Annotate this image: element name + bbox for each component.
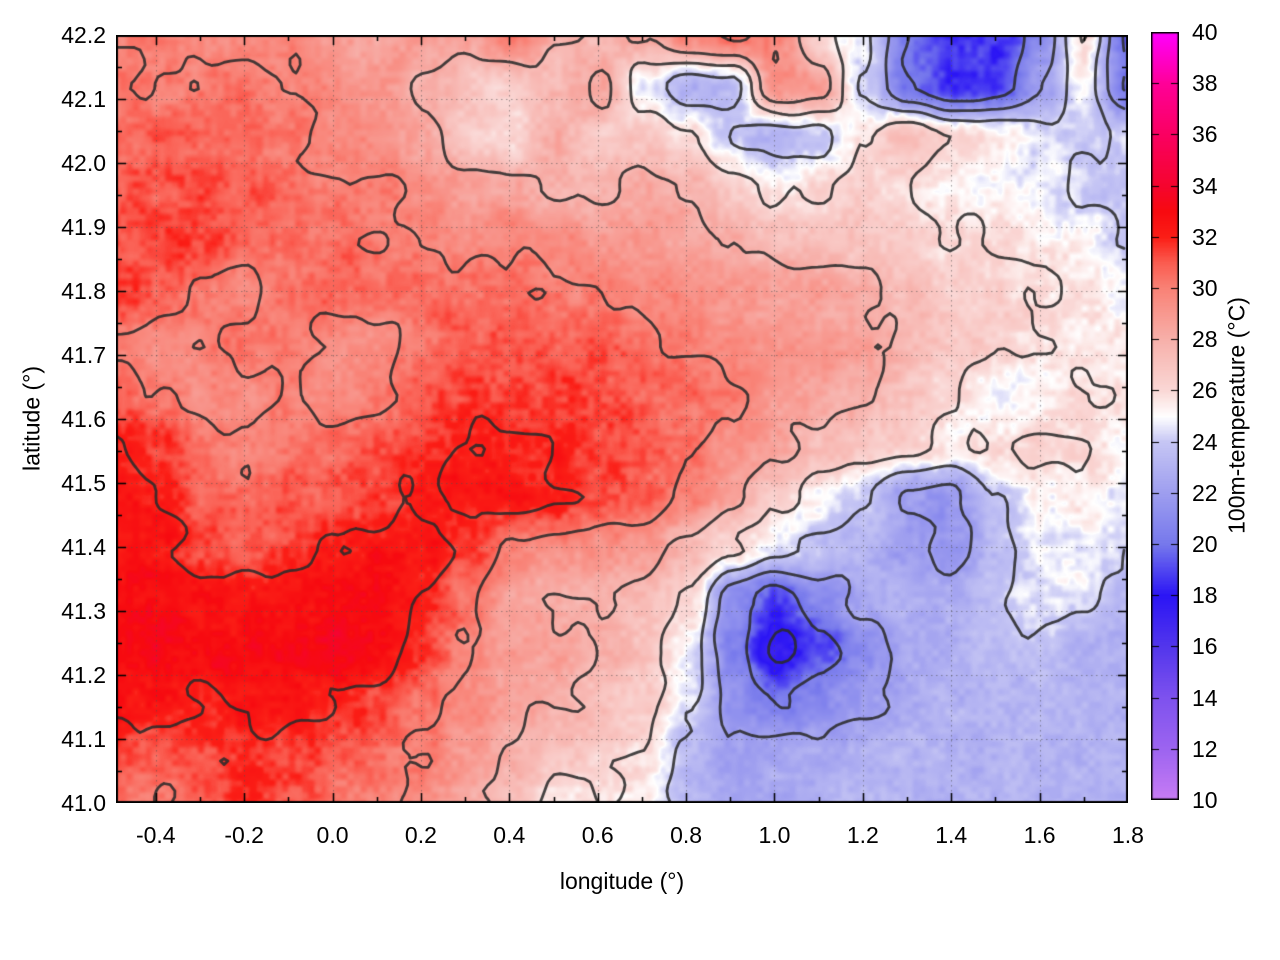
colorbar-tick-label: 34	[1192, 172, 1218, 199]
colorbar-tick-label: 32	[1192, 223, 1218, 250]
x-tick-label: 1.0	[758, 822, 791, 848]
heatmap-canvas	[116, 35, 1128, 803]
colorbar-title: 100m-temperature (°C)	[1223, 297, 1250, 534]
y-tick-label: 41.9	[61, 214, 106, 240]
y-tick-label: 41.3	[61, 598, 106, 624]
y-tick-label: 41.8	[61, 278, 106, 304]
x-axis-title: longitude (°)	[559, 868, 685, 894]
x-tick-label: 0.6	[581, 822, 614, 848]
colorbar-tick-label: 14	[1192, 684, 1218, 711]
colorbar-tick-label: 24	[1192, 428, 1218, 455]
y-tick-label: 41.0	[61, 790, 106, 816]
colorbar-tick-label: 40	[1192, 19, 1218, 45]
colorbar-tick-label: 28	[1192, 326, 1218, 353]
y-tick-label: 41.2	[61, 662, 106, 688]
x-tick-label: 0.4	[493, 822, 526, 848]
x-tick-label: 1.2	[846, 822, 879, 848]
colorbar-tick-label: 30	[1192, 275, 1218, 301]
colorbar	[1151, 32, 1179, 800]
y-tick-label: 41.4	[61, 534, 106, 560]
x-tick-label: 0.8	[670, 822, 703, 848]
y-tick-label: 41.5	[61, 470, 106, 496]
x-tick-label: -0.4	[135, 822, 176, 848]
colorbar-tick-label: 20	[1192, 531, 1218, 557]
colorbar-tick-label: 26	[1192, 377, 1218, 404]
x-tick-label: -0.2	[224, 822, 264, 848]
colorbar-tick-label: 22	[1192, 479, 1218, 506]
x-tick-label: 1.8	[1112, 822, 1144, 848]
y-tick-label: 42.2	[61, 22, 106, 48]
colorbar-tick-label: 38	[1192, 70, 1218, 97]
colorbar-tick-label: 18	[1192, 582, 1218, 609]
y-tick-label: 41.1	[61, 726, 106, 752]
x-tick-label: 0.0	[316, 822, 349, 848]
colorbar-tick-label: 36	[1192, 121, 1218, 148]
colorbar-tick-label: 10	[1192, 787, 1218, 813]
x-tick-label: 0.2	[404, 822, 437, 848]
x-tick-label: 1.4	[935, 822, 968, 848]
y-tick-label: 42.0	[61, 150, 106, 176]
colorbar-tick-label: 16	[1192, 633, 1218, 660]
y-tick-label: 41.7	[61, 342, 106, 368]
y-axis-title: latitude (°)	[18, 365, 45, 472]
colorbar-tick-label: 12	[1192, 735, 1218, 762]
y-tick-label: 42.1	[61, 86, 106, 112]
x-tick-label: 1.6	[1023, 822, 1056, 848]
y-tick-label: 41.6	[61, 406, 106, 432]
